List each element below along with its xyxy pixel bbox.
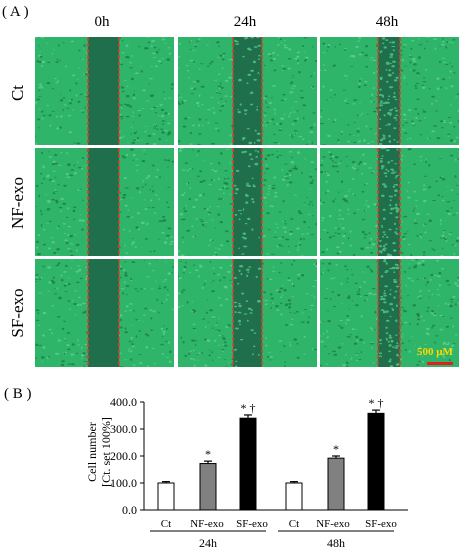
y-tick-label: 100.0 [110,476,137,490]
category-label: SF-exo [236,518,268,530]
image-tile-sf-exo-0h [35,259,174,367]
group-label-48h: 48h [327,536,345,550]
row-header-nf-exo: NF-exo [8,177,27,229]
bar-48h-nf-exo [327,457,345,511]
image-tile-nf-exo-24h [178,148,317,256]
panel-b-label: ( B ) [4,386,32,402]
scale-bar [427,362,453,365]
image-tile-sf-exo-24h [178,259,317,367]
category-label: SF-exo [365,518,397,530]
significance-marker: * [333,442,339,456]
bar-48h-ct [285,482,303,511]
column-header-24h: 24h [233,14,257,30]
group-label-24h: 24h [199,536,217,550]
y-tick-label: 400.0 [110,395,137,409]
scale-bar-label: 500 μM [417,346,453,358]
category-label: Ct [289,518,299,530]
significance-marker: * † [241,401,256,415]
row-header-sf-exo: SF-exo [8,288,27,338]
panel-a-label: ( A ) [2,4,29,20]
category-label: NF-exo [316,518,350,530]
image-tile-nf-exo-0h [35,148,174,256]
category-label: Ct [161,518,171,530]
y-axis-label: Cell number [85,422,99,482]
y-axis-label-unit: [Ct. set 100%] [99,417,113,487]
bar-24h-sf-exo [239,417,257,511]
column-header-0h: 0h [94,14,110,30]
image-tile-ct-24h [178,37,317,145]
y-tick-label: 300.0 [110,422,137,436]
bar-48h-sf-exo [367,412,385,511]
category-label: NF-exo [190,518,224,530]
image-tile-nf-exo-48h [320,148,459,256]
significance-marker: * † [369,396,384,410]
cell-number-bar-chart: Cell number [Ct. set 100%] 0.0 100.0 200.0… [85,395,408,550]
image-tile-ct-48h [320,37,459,145]
image-tile-sf-exo-48h [320,259,459,367]
significance-marker: * [205,447,211,461]
bar-24h-nf-exo [199,463,217,511]
y-tick-label: 200.0 [110,449,137,463]
column-header-48h: 48h [375,14,399,30]
bar-24h-ct [157,482,175,511]
y-tick-label: 0.0 [122,503,137,517]
row-header-ct: Ct [8,84,27,102]
image-tile-ct-0h [35,37,174,145]
